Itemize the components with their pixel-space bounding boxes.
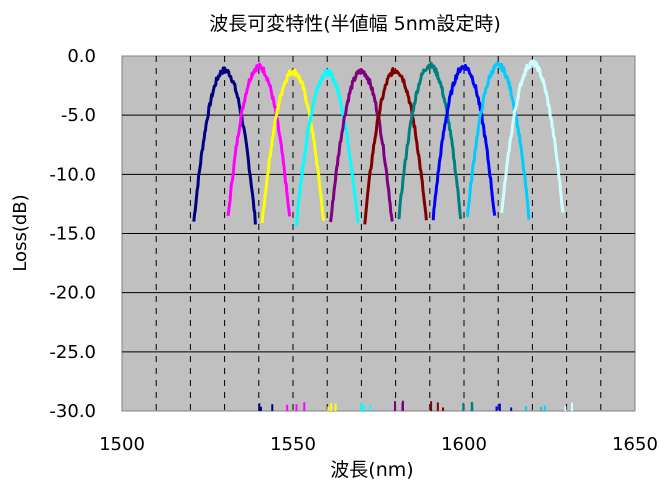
- series-line-5: [329, 68, 394, 223]
- y-tick-label: 0.0: [67, 46, 96, 67]
- series-line-2: [226, 62, 292, 217]
- series-line-4: [294, 68, 360, 227]
- chart-title: 波長可変特性(半値幅 5nm設定時): [209, 13, 501, 35]
- y-tick-label: -5.0: [61, 105, 96, 126]
- series-line-10: [500, 59, 565, 214]
- x-tick-labels: 1500 1550 1600 1650: [99, 434, 658, 455]
- series-layer: [192, 59, 573, 411]
- series-line-3: [260, 68, 326, 224]
- y-axis-label: Loss(dB): [10, 194, 31, 271]
- x-tick-label: 1650: [612, 434, 658, 455]
- y-tick-label: -30.0: [49, 401, 96, 422]
- x-tick-label: 1550: [270, 434, 316, 455]
- y-tick-label: -10.0: [49, 164, 96, 185]
- series-line-6: [363, 67, 428, 225]
- y-tick-labels: 0.0 -5.0 -10.0 -15.0 -20.0 -25.0 -30.0: [49, 46, 96, 422]
- series-line-1: [192, 66, 257, 225]
- y-tick-label: -15.0: [49, 224, 96, 245]
- x-axis-label: 波長(nm): [330, 459, 413, 481]
- series-line-8: [431, 63, 497, 221]
- series-line-9: [465, 61, 531, 220]
- x-tick-label: 1500: [99, 434, 145, 455]
- y-tick-label: -20.0: [49, 283, 96, 304]
- series-line-7: [397, 61, 463, 220]
- x-tick-label: 1600: [441, 434, 487, 455]
- y-tick-label: -25.0: [49, 342, 96, 363]
